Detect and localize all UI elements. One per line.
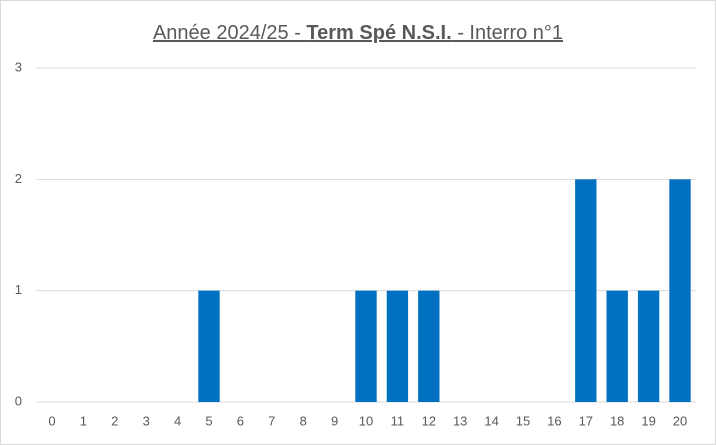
bar <box>386 290 409 402</box>
x-tick-label: 13 <box>453 413 467 428</box>
chart-title: Année 2024/25 - Term Spé N.S.I. - Interr… <box>153 22 563 44</box>
x-tick-label: 9 <box>331 413 338 428</box>
x-tick-label: 20 <box>673 413 687 428</box>
x-tick-label: 5 <box>205 413 212 428</box>
title-part: - Interro n°1 <box>452 22 563 44</box>
x-tick-label: 2 <box>111 413 118 428</box>
x-tick-label: 6 <box>237 413 244 428</box>
y-tick-label: 2 <box>15 171 22 186</box>
x-tick-label: 3 <box>143 413 150 428</box>
y-tick-label: 0 <box>15 393 22 408</box>
bar <box>637 290 660 402</box>
x-tick-label: 1 <box>80 413 87 428</box>
title-part: Term Spé N.S.I. <box>306 22 451 44</box>
bar <box>355 290 377 402</box>
x-tick-label: 8 <box>300 413 307 428</box>
x-tick-label: 12 <box>422 413 436 428</box>
x-tick-label: 18 <box>610 413 624 428</box>
bar <box>575 179 597 402</box>
bar <box>418 290 440 402</box>
x-tick-label: 11 <box>391 413 405 428</box>
x-tick-label: 17 <box>579 413 593 428</box>
x-tick-label: 10 <box>359 413 373 428</box>
x-tick-label: 15 <box>516 413 530 428</box>
bar <box>198 290 220 402</box>
bar <box>669 179 691 402</box>
y-tick-label: 1 <box>15 282 22 297</box>
x-tick-label: 19 <box>641 413 655 428</box>
title-part: Année 2024/25 - <box>153 22 306 44</box>
x-tick-label: 16 <box>547 413 561 428</box>
x-tick-label: 4 <box>174 413 181 428</box>
x-tick-label: 14 <box>484 413 498 428</box>
y-tick-label: 3 <box>15 59 22 74</box>
x-tick-label: 7 <box>268 413 275 428</box>
bar <box>606 290 628 402</box>
x-tick-label: 0 <box>48 413 55 428</box>
